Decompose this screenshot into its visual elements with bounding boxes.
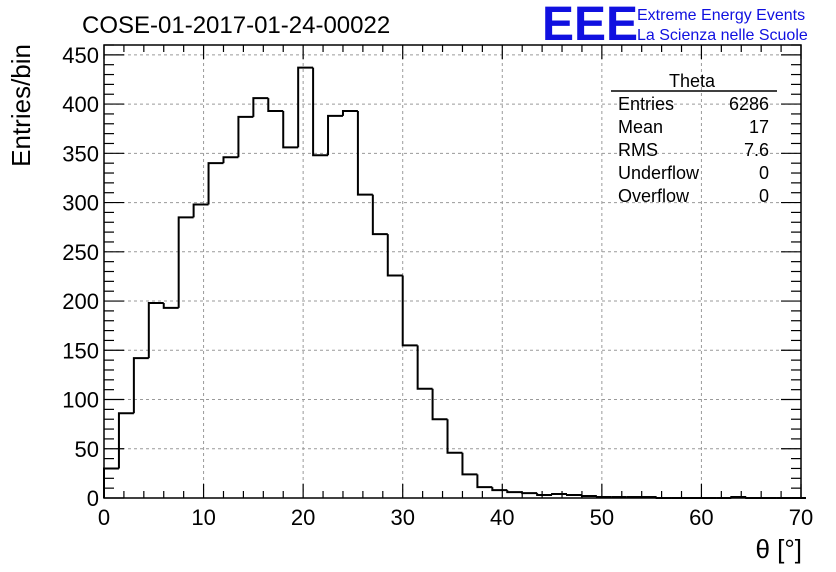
stats-box: Theta Entries 6286 Mean 17 RMS 7.6 Under… — [611, 71, 777, 206]
histogram-bin-4 — [162, 303, 179, 309]
stats-underflow-value: 0 — [759, 163, 769, 183]
histogram-bin-24 — [461, 452, 478, 476]
histogram-bin-32 — [580, 495, 597, 498]
histogram-bars — [103, 66, 806, 499]
x-tick-label-2: 20 — [291, 505, 315, 530]
x-tick-label-3: 30 — [390, 505, 414, 530]
histogram-bin-25 — [476, 474, 493, 489]
histogram-bin-10 — [252, 97, 269, 117]
axis-ticks — [103, 44, 802, 499]
x-axis-title: θ [°] — [755, 534, 802, 564]
histogram-bin-26 — [491, 487, 508, 492]
x-tick-label-5: 50 — [590, 505, 614, 530]
histogram-bin-0 — [103, 467, 119, 498]
stats-entries-label: Entries — [618, 94, 674, 114]
histogram-bin-17 — [356, 110, 373, 196]
histogram-bin-1 — [117, 412, 134, 469]
y-tick-label-8: 400 — [62, 92, 99, 117]
histogram-bin-19 — [386, 234, 403, 277]
y-tick-label-7: 350 — [62, 141, 99, 166]
y-tick-label-4: 200 — [62, 289, 99, 314]
x-tick-labels: 0 10 20 30 40 50 60 70 — [98, 505, 813, 530]
histogram-bin-8 — [222, 156, 239, 164]
histogram-bin-22 — [431, 388, 448, 421]
stats-mean-label: Mean — [618, 117, 663, 137]
plot-frame — [103, 44, 802, 499]
histogram-bin-2 — [132, 357, 149, 414]
histogram-bin-21 — [416, 345, 433, 390]
histogram-bin-18 — [371, 194, 388, 236]
stats-rms-value: 7.6 — [744, 140, 769, 160]
histogram-bin-31 — [566, 494, 582, 497]
x-tick-label-4: 40 — [490, 505, 514, 530]
histogram-bin-16 — [341, 109, 358, 116]
x-tick-label-1: 10 — [191, 505, 215, 530]
histogram-bin-33 — [595, 496, 612, 499]
histogram-bin-5 — [177, 216, 194, 308]
histogram-bin-15 — [327, 114, 343, 156]
logo-line-1: Extreme Energy Events — [637, 7, 805, 24]
y-tick-label-1: 50 — [75, 437, 99, 462]
stats-overflow-label: Overflow — [618, 186, 690, 206]
stats-rms-label: RMS — [618, 140, 658, 160]
histogram-bin-3 — [147, 302, 164, 359]
histogram-bin-20 — [401, 275, 418, 347]
histogram-bin-6 — [192, 203, 209, 218]
histogram-bin-11 — [267, 98, 284, 112]
y-axis-title: Entries/bin — [6, 44, 36, 167]
x-tick-label-7: 70 — [789, 505, 813, 530]
histogram-bin-12 — [282, 110, 299, 149]
y-tick-label-2: 100 — [62, 388, 99, 413]
histogram-bin-29 — [536, 493, 553, 497]
histogram-bin-13 — [297, 66, 314, 148]
stats-title: Theta — [669, 71, 716, 91]
histogram-bin-28 — [521, 492, 538, 495]
histogram-bin-14 — [312, 67, 329, 157]
y-tick-label-3: 150 — [62, 338, 99, 363]
histogram-bin-30 — [551, 493, 568, 496]
y-tick-label-0: 0 — [87, 486, 99, 511]
logo-mark: EEE — [542, 0, 638, 51]
histogram-bin-7 — [207, 162, 224, 205]
x-tick-label-6: 60 — [689, 505, 713, 530]
y-tick-label-9: 450 — [62, 43, 99, 68]
chart-title: COSE-01-2017-01-24-00022 — [82, 12, 390, 39]
histogram-bin-9 — [237, 115, 254, 158]
grid — [104, 45, 801, 498]
y-tick-label-5: 250 — [62, 240, 99, 265]
histogram-bin-27 — [506, 490, 523, 494]
stats-mean-value: 17 — [749, 117, 769, 137]
stats-underflow-label: Underflow — [618, 163, 700, 183]
y-tick-label-6: 300 — [62, 191, 99, 216]
histogram-bin-23 — [446, 419, 463, 454]
stats-entries-value: 6286 — [729, 94, 769, 114]
logo-line-2: La Scienza nelle Scuole — [637, 27, 808, 44]
stats-overflow-value: 0 — [759, 186, 769, 206]
eee-logo: EEE Extreme Energy Events La Scienza nel… — [542, 0, 808, 51]
x-tick-label-0: 0 — [98, 505, 110, 530]
y-tick-labels: 0 50 100 150 200 250 300 350 400 450 — [62, 43, 99, 511]
